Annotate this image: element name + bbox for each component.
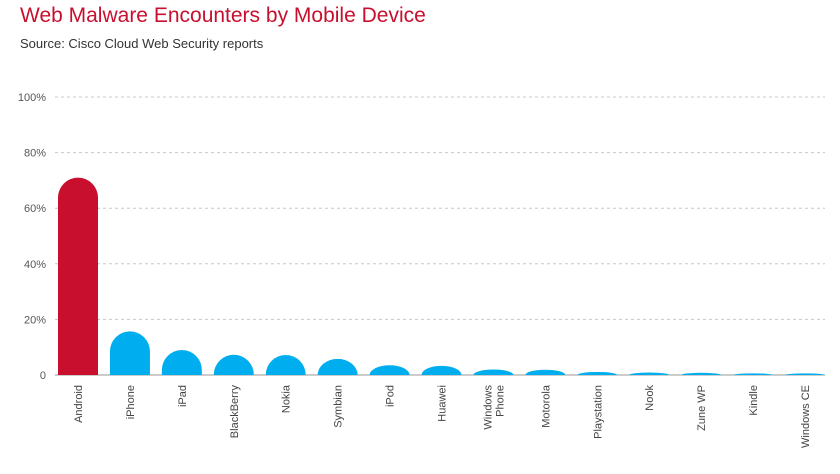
x-tick-label-line: Nokia bbox=[281, 384, 293, 413]
x-tick-label-line: Motorola bbox=[540, 384, 552, 428]
y-tick-label: 40% bbox=[24, 259, 46, 271]
x-tick-label: Motorola bbox=[540, 384, 552, 428]
bar bbox=[58, 177, 98, 375]
y-tick-label: 80% bbox=[24, 148, 46, 160]
bar bbox=[629, 372, 670, 375]
bar bbox=[473, 369, 514, 375]
x-tick-label: iPod bbox=[385, 385, 397, 407]
y-tick-label: 0 bbox=[40, 370, 46, 382]
x-axis-labels: Android iPhone iPad BlackBerry Nokia Symbian i… bbox=[73, 384, 812, 448]
chart-title: Web Malware Encounters by Mobile Device bbox=[20, 4, 426, 27]
x-tick-label-line: iPhone bbox=[125, 385, 137, 419]
x-tick-label-line: iPod bbox=[385, 385, 397, 407]
bar bbox=[161, 349, 202, 375]
x-tick-label: Playstation bbox=[592, 385, 604, 439]
x-tick-label: iPad bbox=[177, 385, 189, 407]
x-tick-label: Nook bbox=[644, 385, 656, 411]
x-tick-label: Kindle bbox=[748, 385, 760, 416]
gridlines bbox=[55, 96, 825, 376]
y-tick-label: 100% bbox=[18, 92, 46, 104]
x-tick-label-line: Android bbox=[73, 385, 85, 423]
x-tick-label-line: Windows bbox=[482, 385, 494, 430]
bar bbox=[109, 331, 150, 375]
x-tick-label: BlackBerry bbox=[229, 385, 241, 439]
x-tick-label: Huawei bbox=[437, 385, 449, 422]
y-axis-ticks: 0 20% 40% 60% 80% 100% bbox=[18, 92, 46, 382]
x-tick-label-line: Zune WP bbox=[696, 385, 708, 431]
bar bbox=[213, 354, 254, 375]
bar bbox=[421, 365, 462, 375]
bar bbox=[733, 373, 774, 375]
bar bbox=[265, 354, 306, 375]
bar bbox=[681, 372, 722, 375]
x-tick-label-line: Nook bbox=[644, 385, 656, 411]
bars bbox=[58, 177, 826, 375]
bar bbox=[525, 369, 566, 375]
x-tick-label: Nokia bbox=[281, 384, 293, 413]
bar bbox=[369, 365, 410, 375]
bar bbox=[317, 358, 358, 375]
x-tick-label: Android bbox=[73, 385, 85, 423]
y-tick-label: 20% bbox=[24, 314, 46, 326]
x-tick-label-line: Symbian bbox=[333, 385, 345, 428]
x-tick-label-line: BlackBerry bbox=[229, 385, 241, 439]
x-tick-label-line: Playstation bbox=[592, 385, 604, 439]
x-tick-label-line: Kindle bbox=[748, 385, 760, 416]
x-tick-label: Windows CE bbox=[800, 385, 812, 448]
chart-subtitle: Source: Cisco Cloud Web Security reports bbox=[20, 36, 264, 51]
x-tick-label-line: iPad bbox=[177, 385, 189, 407]
bar bbox=[577, 371, 618, 375]
x-tick-label: Symbian bbox=[333, 385, 345, 428]
x-tick-label-line: Windows CE bbox=[800, 385, 812, 448]
x-tick-label-line: Huawei bbox=[437, 385, 449, 422]
x-tick-label: iPhone bbox=[125, 385, 137, 419]
x-tick-label-line: Phone bbox=[494, 385, 506, 417]
bar bbox=[785, 373, 826, 375]
x-tick-label: Windows Phone bbox=[482, 385, 506, 430]
y-tick-label: 60% bbox=[24, 203, 46, 215]
x-tick-label: Zune WP bbox=[696, 385, 708, 431]
